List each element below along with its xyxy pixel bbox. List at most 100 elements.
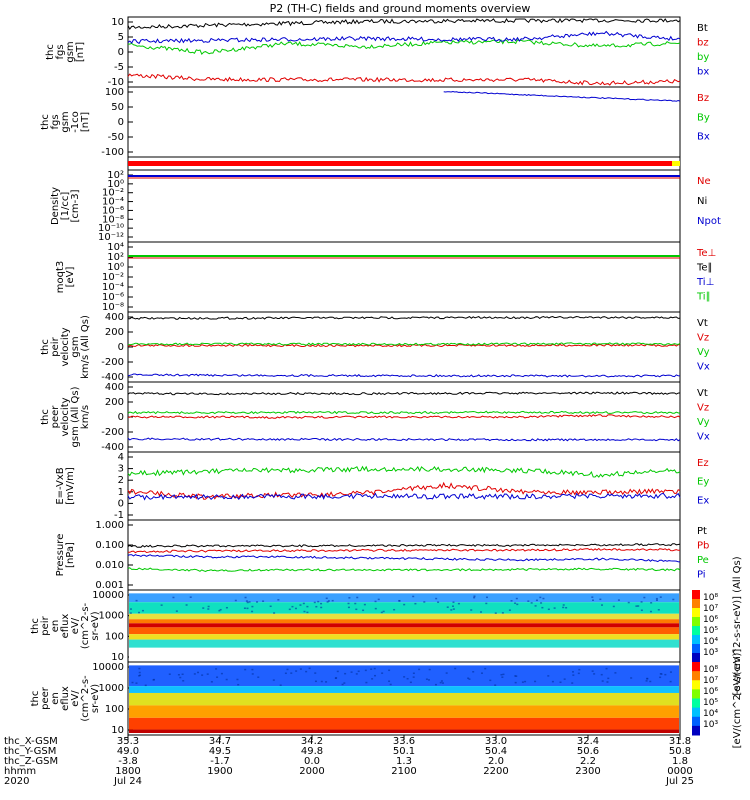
heatmap-speckle [485,602,488,605]
heatmap-speckle [251,610,254,613]
legend-entry: Vz [697,403,709,414]
heatmap-speckle [502,673,505,676]
legend-entry: bz [697,38,709,49]
panel-10: thc peer en eflux eV/(cm^2-s-sr-eV) 10000 1000… [30,649,743,749]
heatmap-speckle [371,678,374,680]
legend-entry: Bx [697,132,710,143]
heatmap-speckle [325,597,328,600]
heatmap-speckle [314,680,317,683]
heatmap-speckle [251,673,254,675]
heatmap-speckle [160,604,163,606]
heatmap-speckle [206,673,209,675]
heatmap-speckle [315,605,318,608]
heatmap-speckle [269,605,272,608]
colorbar-segment [692,707,700,718]
heatmap-speckle [534,605,537,607]
colorbar-segment [692,716,700,727]
heatmap-speckle [219,608,222,611]
colorbar-tick: 10⁸ [703,593,718,603]
x-column-value: 33.0 [485,736,507,747]
heatmap-speckle [457,602,460,605]
heatmap-speckle [553,607,556,609]
heatmap-speckle [562,604,565,606]
y-tick-label: 200 [105,327,124,338]
heatmap-speckle [418,668,421,671]
legend-entry: Pb [697,541,709,552]
heatmap-speckle [388,680,391,682]
heatmap-band [129,665,679,687]
heatmap-speckle [256,601,259,603]
heatmap-band [129,627,679,635]
y-tick-label: 10⁻⁴ [102,282,124,293]
heatmap-speckle [515,675,518,677]
legend-entry: Vx [697,432,710,443]
y-tick-label: 1 [118,487,124,498]
heatmap-speckle [273,612,276,614]
x-row-label: thc_X-GSM [4,736,58,747]
heatmap-band [129,686,679,693]
y-axis-label: Pressure [55,534,66,577]
y-tick-label: 10² [107,252,124,263]
colorbar-segment [692,635,700,645]
panel-1: thc fgs gsm -1co [nT] 100 50 0 -50 -100 Bz By Bx [40,86,710,158]
heatmap-speckle [539,596,542,599]
heatmap-speckle [262,600,265,602]
heatmap-speckle [535,599,538,602]
heatmap-speckle [439,681,442,684]
y-axis-label: [mV/m] [65,467,76,505]
colorbar-segment [692,662,700,672]
heatmap-speckle [398,599,401,602]
y-axis-label: thc [30,618,41,634]
colorbar-label: [eV/(cm^2-s-sr-eV)] (All Qs) [732,556,743,695]
heatmap-speckle [325,681,328,683]
series-line [127,73,681,86]
heatmap-speckle [592,599,595,601]
heatmap-speckle [207,608,210,610]
heatmap-speckle [306,605,309,608]
y-tick-label: 10 [111,725,124,736]
heatmap-speckle [299,668,302,670]
heatmap-band [129,692,679,706]
series-line [127,315,681,320]
heatmap-speckle [350,671,353,673]
heatmap-speckle [577,672,580,675]
colorbar-tick: 10⁴ [703,709,718,719]
heatmap-speckle [202,607,205,609]
y-tick-label: 10⁻² [102,272,124,283]
heatmap-speckle [246,601,249,604]
y-tick-label: 10⁻⁸ [102,302,124,313]
colorbar-segment [692,653,700,663]
y-axis-label: thc [40,339,51,355]
y-tick-label: 5 [118,32,124,43]
heatmap-speckle [617,599,620,601]
colorbar-tick: 10⁶ [703,615,718,625]
legend-entry: Bz [697,93,709,104]
y-axis-label: en [50,620,61,633]
x-column-value: 2.2 [580,756,596,767]
heatmap-speckle [129,612,132,614]
legend-entry: Ey [697,477,709,488]
y-axis-label: eV/ [70,617,81,634]
heatmap-speckle [215,668,218,670]
heatmap-speckle [210,681,213,683]
heatmap-speckle [468,678,471,680]
heatmap-speckle [473,595,476,598]
heatmap-speckle [435,597,438,600]
y-tick-label: 200 [105,397,124,408]
heatmap-speckle [225,606,228,609]
heatmap-speckle [326,601,329,603]
heatmap-speckle [542,597,545,600]
x-column-value: 1800 [115,766,140,777]
heatmap-speckle [494,684,497,686]
heatmap-speckle [547,608,550,611]
heatmap-speckle [131,681,134,684]
heatmap-band [129,602,679,614]
y-axis-label: gsm (All Qs) [70,386,81,447]
series-line [127,373,681,378]
series-line [127,554,681,563]
panel-3: Density [1/cc] [cm-3]10²10⁰10⁻²10⁻⁴10⁻⁶10⁻… [50,169,721,243]
x-column-value: Jul 25 [665,776,694,787]
